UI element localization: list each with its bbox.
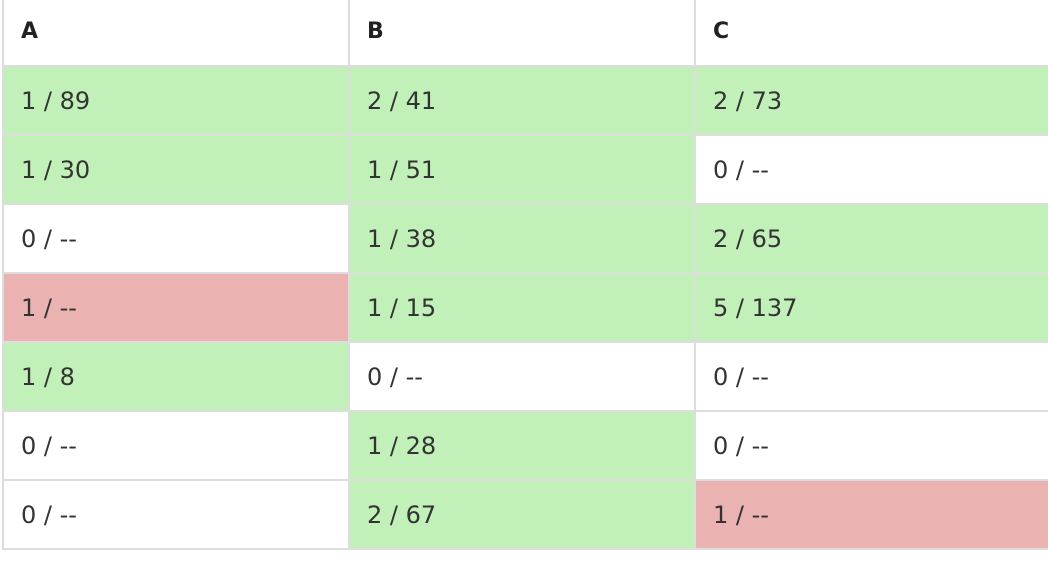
table-cell: 0 / --: [2, 203, 350, 274]
table-cell: 1 / 38: [348, 203, 696, 274]
table-cell: 1 / 89: [2, 65, 350, 136]
table-row: 0 / -- 1 / 28 0 / --: [2, 410, 1048, 481]
header-row: A B C: [2, 0, 1048, 67]
scoreboard-table: A B C 1 / 89 2 / 41 2 / 73 1 / 30 1 / 51…: [2, 0, 1048, 550]
table-cell: 5 / 137: [694, 272, 1048, 343]
table-row: 0 / -- 1 / 38 2 / 65: [2, 203, 1048, 274]
table-cell: 1 / 30: [2, 134, 350, 205]
table-cell: 2 / 65: [694, 203, 1048, 274]
table-cell: 1 / 8: [2, 341, 350, 412]
table-cell: 2 / 67: [348, 479, 696, 550]
table-row: 1 / 89 2 / 41 2 / 73: [2, 65, 1048, 136]
column-header-a: A: [2, 0, 350, 67]
table-row: 1 / -- 1 / 15 5 / 137: [2, 272, 1048, 343]
table-row: 0 / -- 2 / 67 1 / --: [2, 479, 1048, 550]
table-cell: 2 / 41: [348, 65, 696, 136]
table-cell: 0 / --: [694, 134, 1048, 205]
table-cell: 1 / --: [694, 479, 1048, 550]
table-row: 1 / 8 0 / -- 0 / --: [2, 341, 1048, 412]
table-cell: 1 / 28: [348, 410, 696, 481]
table-cell: 2 / 73: [694, 65, 1048, 136]
table-cell: 1 / 15: [348, 272, 696, 343]
table-cell: 1 / 51: [348, 134, 696, 205]
table-cell: 0 / --: [2, 410, 350, 481]
table-row: 1 / 30 1 / 51 0 / --: [2, 134, 1048, 205]
table-body: 1 / 89 2 / 41 2 / 73 1 / 30 1 / 51 0 / -…: [2, 65, 1048, 550]
table-header: A B C: [2, 0, 1048, 67]
table-cell: 0 / --: [694, 410, 1048, 481]
column-header-b: B: [348, 0, 696, 67]
table-cell: 0 / --: [2, 479, 350, 550]
table-cell: 1 / --: [2, 272, 350, 343]
table-cell: 0 / --: [348, 341, 696, 412]
table-cell: 0 / --: [694, 341, 1048, 412]
column-header-c: C: [694, 0, 1048, 67]
